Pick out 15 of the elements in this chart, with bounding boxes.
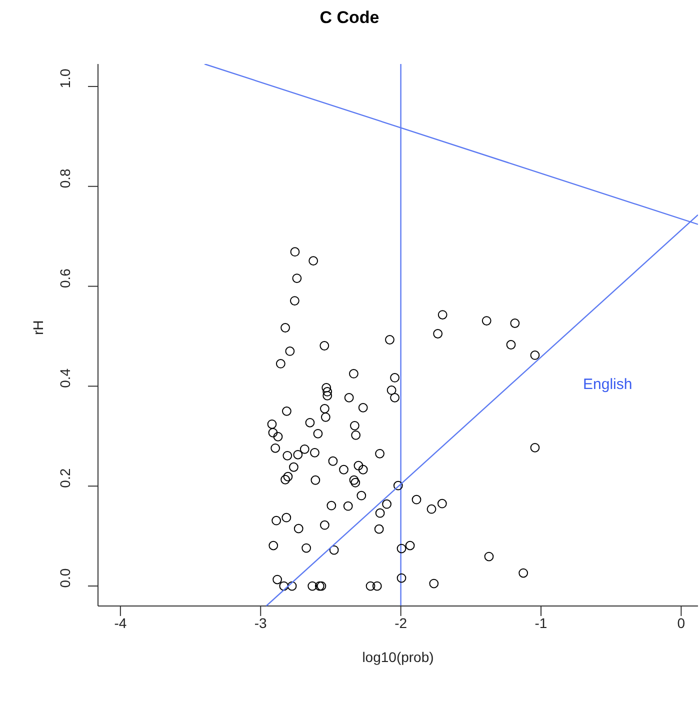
x-tick-label: 0	[677, 614, 686, 631]
x-tick-label: -3	[254, 614, 268, 631]
y-axis-title: rH	[30, 320, 46, 335]
annotation: English	[583, 376, 632, 393]
y-tick-label: 0.4	[57, 368, 73, 388]
x-tick-label: -2	[394, 614, 408, 631]
y-tick-label: 1.0	[57, 68, 73, 88]
y-tick-label: 0.6	[57, 268, 73, 288]
x-tick-label: -4	[114, 614, 127, 631]
chart-title: C Code	[318, 8, 380, 28]
x-axis-title: log10(prob)	[362, 649, 434, 665]
y-tick-label: 0.0	[57, 568, 73, 588]
y-tick-label: 0.2	[57, 468, 73, 488]
y-tick-label: 0.8	[57, 168, 73, 188]
x-tick-label: -1	[534, 614, 548, 631]
